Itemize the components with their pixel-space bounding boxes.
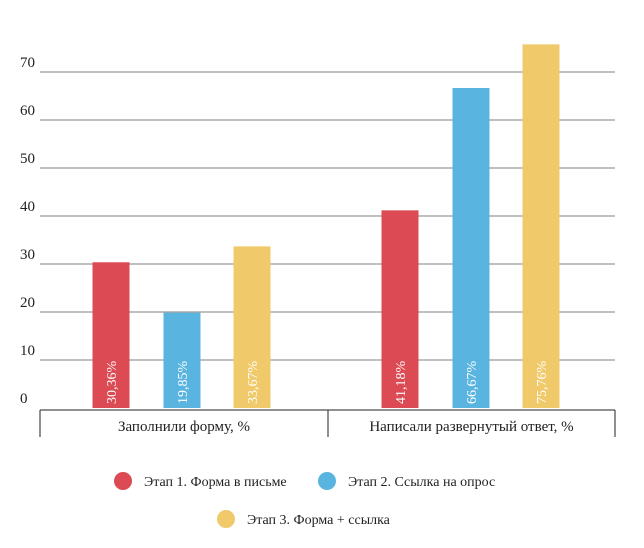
x-category-label-2: Написали развернутый ответ, % — [369, 419, 573, 435]
gridlines — [40, 71, 615, 361]
bar-label-3-1: 33,67% — [246, 361, 261, 405]
legend-label-1: Этап 1. Форма в письме — [144, 475, 287, 490]
y-tick-30: 30 — [20, 247, 35, 263]
bar-label-1-1: 30,36% — [105, 361, 120, 405]
bar-label-1-2: 41,18% — [394, 361, 409, 405]
legend-label-2: Этап 2. Ссылка на опрос — [348, 475, 495, 490]
x-axis — [39, 409, 616, 437]
bar-2-2 — [452, 87, 490, 408]
y-tick-10: 10 — [20, 343, 35, 359]
bar-label-2-2: 66,67% — [465, 361, 480, 405]
bar-label-3-2: 75,76% — [535, 361, 550, 405]
x-category-label-1: Заполнили форму, % — [118, 419, 250, 435]
legend-marker-2 — [318, 472, 336, 490]
bar-1-2 — [381, 210, 419, 408]
y-tick-60: 60 — [20, 103, 35, 119]
bars — [92, 44, 560, 409]
legend: Этап 1. Форма в письме Этап 2. Ссылка на … — [114, 472, 495, 528]
bar-1-1 — [92, 262, 130, 408]
legend-marker-3 — [217, 510, 235, 528]
y-tick-40: 40 — [20, 199, 35, 215]
bar-labels: 30,36% 41,18% 19,85% 66,67% 33,67% 75,76% — [105, 361, 550, 405]
legend-marker-1 — [114, 472, 132, 490]
legend-label-3: Этап 3. Форма + ссылка — [247, 513, 391, 528]
category-labels: Заполнили форму, % Написали развернутый о… — [118, 419, 574, 435]
bar-label-2-1: 19,85% — [176, 361, 191, 405]
y-tick-70: 70 — [20, 55, 35, 71]
y-tick-labels: 0 10 20 30 40 50 60 70 — [20, 55, 35, 407]
y-tick-50: 50 — [20, 151, 35, 167]
y-tick-20: 20 — [20, 295, 35, 311]
bar-3-2 — [522, 44, 560, 409]
bar-2-1 — [163, 312, 201, 408]
y-tick-0: 0 — [20, 391, 28, 407]
bar-3-1 — [233, 246, 271, 408]
